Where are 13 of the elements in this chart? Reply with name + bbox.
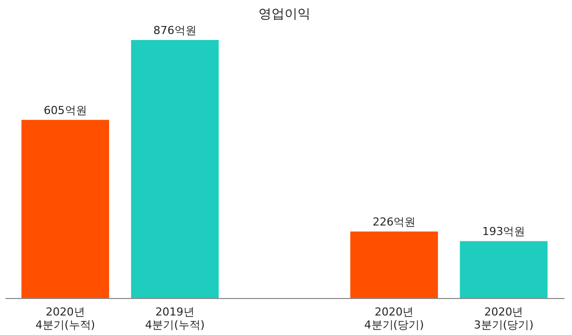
data-label: 605억원 <box>44 104 87 117</box>
x-tick-label: 2020년 3분기(당기) <box>474 306 534 332</box>
bar <box>131 40 219 298</box>
x-tick-label: 2020년 4분기(당기) <box>364 306 424 332</box>
data-label: 226억원 <box>372 215 416 228</box>
data-label: 193억원 <box>482 225 526 238</box>
chart-title: 영업이익 <box>258 7 310 22</box>
x-tick-label: 2020년 4분기(누적) <box>35 306 96 332</box>
bar <box>350 231 438 298</box>
bar <box>460 241 548 298</box>
bar <box>21 120 110 298</box>
x-tick-label: 2019년 4분기(누적) <box>145 306 205 332</box>
data-label: 876억원 <box>153 24 196 37</box>
